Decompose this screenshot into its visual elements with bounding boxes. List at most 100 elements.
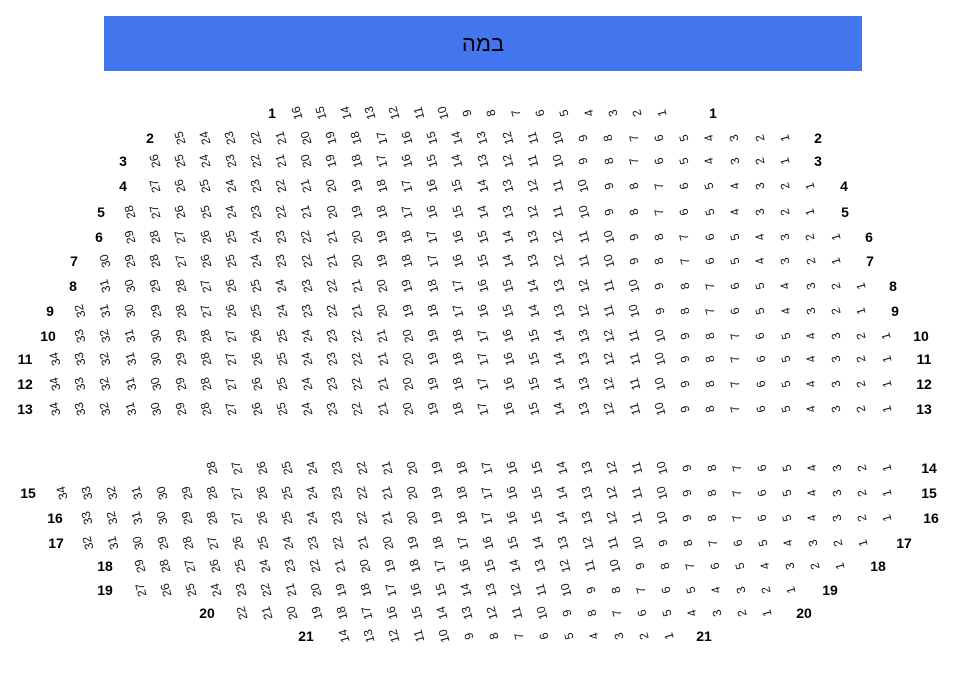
seat[interactable]: 17 (474, 327, 492, 345)
seat[interactable]: 25 (222, 252, 240, 270)
seat[interactable]: 30 (153, 484, 171, 502)
seat[interactable]: 22 (353, 484, 371, 502)
seat[interactable]: 19 (424, 350, 442, 368)
seat[interactable]: 2 (853, 378, 870, 390)
seat[interactable]: 17 (398, 177, 416, 195)
seat[interactable]: 25 (247, 277, 265, 295)
seat[interactable]: 31 (104, 534, 122, 552)
seat[interactable]: 22 (353, 509, 371, 527)
seat[interactable]: 7 (729, 462, 745, 474)
seat[interactable]: 1 (661, 630, 677, 642)
seat[interactable]: 22 (233, 604, 251, 622)
seat[interactable]: 17 (474, 350, 492, 368)
seat[interactable]: 26 (248, 350, 266, 368)
seat[interactable]: 21 (374, 350, 392, 368)
seat[interactable]: 5 (755, 537, 771, 549)
seat[interactable]: 19 (428, 509, 446, 527)
seat[interactable]: 19 (348, 203, 366, 221)
seat[interactable]: 3 (829, 512, 845, 524)
seat[interactable]: 4 (708, 584, 724, 596)
seat[interactable]: 17 (358, 604, 376, 622)
seat[interactable]: 5 (779, 462, 795, 474)
seat[interactable]: 10 (653, 459, 671, 477)
seat[interactable]: 3 (709, 607, 725, 619)
seat[interactable]: 16 (503, 484, 521, 502)
seat[interactable]: 29 (154, 534, 172, 552)
seat[interactable]: 11 (581, 558, 599, 574)
seat[interactable]: 15 (423, 152, 441, 170)
seat[interactable]: 11 (628, 485, 646, 501)
seat[interactable]: 14 (474, 203, 492, 221)
seat[interactable]: 30 (147, 327, 165, 345)
seat[interactable]: 27 (146, 177, 164, 195)
seat[interactable]: 15 (481, 557, 499, 575)
seat[interactable]: 17 (373, 129, 391, 147)
seat[interactable]: 4 (777, 280, 794, 292)
seat[interactable]: 3 (782, 560, 798, 572)
seat[interactable]: 15 (423, 129, 441, 147)
seat[interactable]: 26 (253, 459, 271, 477)
seat[interactable]: 1 (855, 537, 871, 549)
seat[interactable]: 21 (323, 228, 341, 246)
seat[interactable]: 5 (779, 487, 795, 499)
seat[interactable]: 11 (628, 460, 646, 476)
seat[interactable]: 23 (272, 228, 290, 246)
seat[interactable]: 23 (247, 203, 265, 221)
seat[interactable]: 16 (500, 350, 518, 368)
seat[interactable]: 14 (506, 557, 524, 575)
seat[interactable]: 31 (128, 484, 146, 502)
seat[interactable]: 24 (247, 252, 265, 270)
seat[interactable]: 12 (600, 327, 618, 345)
seat[interactable]: 2 (854, 512, 870, 524)
seat[interactable]: 25 (273, 327, 291, 345)
seat[interactable]: 11 (600, 278, 618, 294)
seat[interactable]: 25 (273, 400, 291, 418)
seat[interactable]: 19 (381, 557, 399, 575)
seat[interactable]: 12 (499, 152, 517, 170)
seat[interactable]: 9 (651, 305, 668, 317)
seat[interactable]: 34 (46, 400, 64, 418)
seat[interactable]: 7 (676, 231, 693, 243)
seat[interactable]: 32 (103, 509, 121, 527)
seat[interactable]: 27 (197, 277, 215, 295)
seat[interactable]: 17 (423, 228, 441, 246)
seat[interactable]: 34 (46, 375, 64, 393)
seat[interactable]: 14 (529, 534, 547, 552)
seat[interactable]: 14 (550, 400, 568, 418)
seat[interactable]: 18 (449, 375, 467, 393)
seat[interactable]: 16 (474, 302, 492, 320)
seat[interactable]: 7 (702, 280, 718, 292)
seat[interactable]: 9 (677, 330, 693, 342)
seat[interactable]: 9 (600, 180, 617, 192)
seat[interactable]: 10 (651, 400, 669, 418)
seat[interactable]: 2 (751, 132, 768, 144)
seat[interactable]: 6 (676, 206, 693, 218)
seat[interactable]: 15 (525, 375, 543, 393)
seat[interactable]: 17 (478, 484, 496, 502)
seat[interactable]: 13 (575, 375, 593, 393)
seat[interactable]: 8 (608, 584, 624, 596)
seat[interactable]: 11 (549, 178, 567, 194)
seat[interactable]: 28 (197, 350, 215, 368)
seat[interactable]: 10 (653, 509, 671, 527)
seat[interactable]: 14 (474, 177, 492, 195)
seat[interactable]: 7 (727, 330, 743, 342)
seat[interactable]: 15 (499, 277, 517, 295)
seat[interactable]: 13 (575, 400, 593, 418)
seat[interactable]: 25 (197, 203, 215, 221)
seat[interactable]: 17 (373, 152, 391, 170)
seat[interactable]: 4 (804, 512, 820, 524)
seat[interactable]: 6 (727, 280, 743, 292)
seat[interactable]: 13 (575, 327, 593, 345)
seat[interactable]: 5 (701, 206, 718, 218)
seat[interactable]: 27 (228, 459, 246, 477)
seat[interactable]: 8 (657, 560, 673, 572)
seat[interactable]: 14 (448, 152, 466, 170)
seat[interactable]: 21 (354, 534, 372, 552)
seat[interactable]: 8 (626, 180, 642, 192)
seat[interactable]: 22 (329, 534, 347, 552)
seat[interactable]: 19 (348, 177, 366, 195)
seat[interactable]: 7 (727, 403, 744, 415)
seat[interactable]: 12 (603, 509, 621, 527)
seat[interactable]: 13 (458, 604, 476, 622)
